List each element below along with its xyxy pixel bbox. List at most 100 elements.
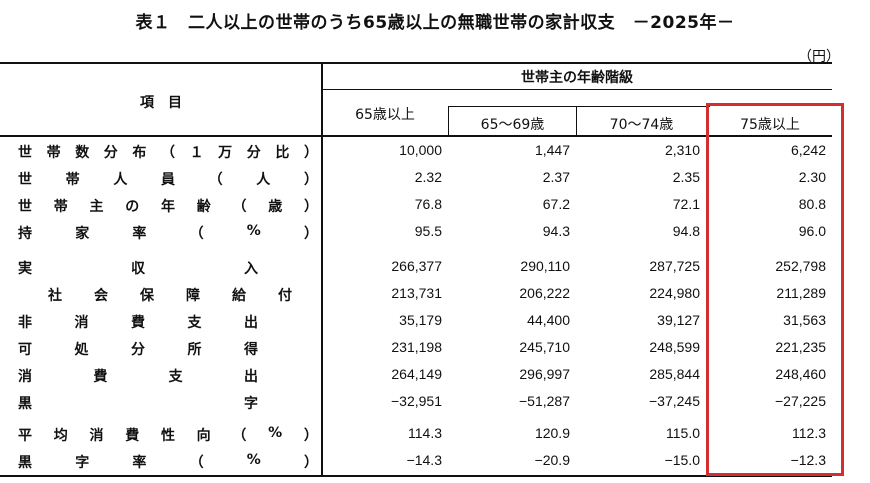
row-label-char: 黒	[18, 455, 32, 471]
row-label-char: 消	[74, 315, 89, 331]
row-label-char: 人	[113, 172, 128, 188]
row-label-char: 所	[187, 342, 202, 358]
cell-value: 94.3	[542, 223, 570, 239]
column-header-65-69: 65～69歳	[480, 117, 545, 133]
row-label-char: 黒	[18, 396, 32, 412]
cell-value: 224,980	[649, 285, 700, 301]
row-label-char: （	[232, 199, 247, 215]
row-label: 社会保障給付	[48, 285, 292, 305]
row-label-char: 保	[140, 288, 154, 304]
cell-value: −51,287	[519, 393, 570, 409]
row-label-char: %	[246, 452, 261, 468]
cell-value: 213,731	[391, 285, 442, 301]
row-label-char: 出	[244, 315, 258, 331]
table-bottom-border	[0, 475, 832, 477]
cell-value: 248,460	[775, 366, 826, 382]
cell-value: 115.0	[666, 425, 700, 441]
column-header-70-74: 70～74歳	[609, 117, 674, 133]
row-label: 持 家 率 （% ）	[18, 223, 318, 243]
cell-value: 6,242	[790, 142, 826, 158]
row-label-char: 比	[275, 145, 290, 161]
row-label-char: 処	[74, 342, 89, 358]
row-label-char: 世	[18, 172, 32, 188]
row-label: 世 帯 主 の 年 齢 （ 歳 ）	[18, 196, 318, 216]
row-label-char: ）	[303, 226, 318, 242]
subheader-divider-2	[576, 106, 577, 136]
row-label-char: 持	[18, 226, 32, 242]
row-label-char: 帯	[46, 145, 61, 161]
header-bottom-border	[0, 135, 832, 137]
cell-value: 2,310	[664, 142, 700, 158]
cell-value: 231,198	[391, 339, 442, 355]
cell-value: 290,110	[520, 258, 570, 274]
row-label: 黒字	[18, 393, 258, 413]
row-label-char: １	[189, 145, 204, 161]
row-label: 世 帯 人 員 （ 人 ）	[18, 169, 318, 189]
row-label-char: 帯	[65, 172, 80, 188]
cell-value: −32,951	[391, 393, 442, 409]
row-label: 可処分所得	[18, 339, 258, 359]
row-label-char: 消	[18, 369, 32, 385]
cell-value: 120.9	[534, 425, 570, 441]
row-label-char: 主	[89, 199, 104, 215]
row-label-char: ）	[303, 455, 318, 471]
cell-value: 2.37	[542, 169, 570, 185]
row-label-char: 率	[132, 455, 147, 471]
row-label-char: 入	[244, 261, 258, 277]
cell-value: 206,222	[519, 285, 570, 301]
row-label-char: （	[208, 172, 223, 188]
cell-value: 31,563	[783, 312, 826, 328]
row-label-char: 得	[244, 342, 258, 358]
item-column-divider	[321, 62, 323, 477]
cell-value: −37,245	[649, 393, 700, 409]
row-label-char: 人	[256, 172, 271, 188]
cell-value: 245,710	[519, 339, 570, 355]
row-label-char: 収	[131, 261, 145, 277]
cell-value: 285,844	[649, 366, 700, 382]
row-label-char: 費	[93, 369, 108, 385]
row-label: 消費支出	[18, 366, 258, 386]
unit-label: （円）	[798, 49, 840, 65]
row-label-char: 分	[103, 145, 118, 161]
cell-value: 96.0	[798, 223, 826, 239]
cell-value: 287,725	[649, 258, 700, 274]
cell-value: 35,179	[399, 312, 442, 328]
row-label-char: 歳	[268, 199, 283, 215]
row-label-char: 付	[278, 288, 292, 304]
row-label-char: 率	[132, 226, 147, 242]
row-label-char: 向	[196, 428, 211, 444]
cell-value: 112.3	[792, 425, 826, 441]
row-label-char: 実	[18, 261, 32, 277]
cell-value: 211,289	[776, 285, 826, 301]
row-label-char: 支	[187, 315, 202, 331]
row-label: 世帯数分布（１ 万分比）	[18, 142, 318, 162]
table-top-border	[0, 62, 832, 64]
row-label-char: ）	[303, 428, 318, 444]
row-label-char: 非	[18, 315, 32, 331]
row-label-char: ）	[303, 172, 318, 188]
cell-value: 114.3	[408, 425, 442, 441]
cell-value: 67.2	[542, 196, 570, 212]
subheader-divider-1	[448, 106, 449, 136]
cell-value: 44,400	[527, 312, 570, 328]
row-label-char: 費	[125, 428, 140, 444]
row-label-char: 数	[75, 145, 90, 161]
row-label-char: 会	[94, 288, 108, 304]
row-label-char: 給	[232, 288, 246, 304]
cell-value: 252,798	[775, 258, 826, 274]
row-label-char: 平	[18, 428, 32, 444]
item-column-header: 項 目	[140, 95, 182, 111]
cell-value: 248,599	[649, 339, 700, 355]
cell-value: −15.0	[664, 452, 700, 468]
row-label-char: ）	[304, 199, 318, 215]
cell-value: −20.9	[534, 452, 570, 468]
row-label-char: 分	[246, 145, 261, 161]
row-label-char: 字	[244, 396, 258, 412]
row-label-char: 家	[75, 226, 90, 242]
age-group-header: 世帯主の年齢階級	[521, 70, 633, 86]
row-label-char: 消	[89, 428, 104, 444]
row-label-char: 社	[48, 288, 62, 304]
cell-value: −14.3	[406, 452, 442, 468]
cell-value: −12.3	[790, 452, 826, 468]
row-label-char: 費	[131, 315, 145, 331]
